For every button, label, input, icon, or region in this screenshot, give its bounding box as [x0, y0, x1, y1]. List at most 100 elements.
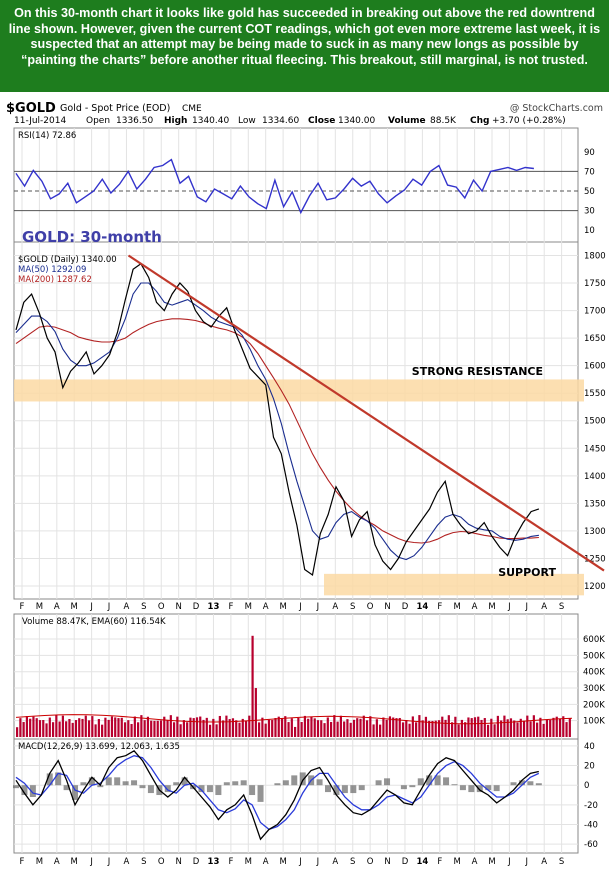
volume-bar — [159, 720, 163, 737]
volume-bar — [101, 724, 104, 737]
x-tick-label: A — [124, 857, 130, 867]
x-tick-label: S — [141, 602, 146, 612]
price-tick-label: 1550 — [584, 389, 606, 399]
gold-chart: $GOLD Gold - Spot Price (EOD) CME @ Stoc… — [6, 101, 606, 867]
macd-histogram-bar — [173, 782, 180, 786]
x-tick-label: N — [175, 602, 181, 612]
volume-bar — [71, 722, 74, 737]
macd-histogram-bar — [131, 780, 138, 786]
volume-bar — [496, 715, 499, 737]
macd-histogram-bar — [459, 785, 466, 791]
chg-value: +3.70 (+0.28%) — [492, 116, 566, 126]
volume-bar — [388, 716, 392, 737]
volume-bar — [300, 721, 303, 737]
volume-bar — [261, 717, 264, 737]
volume-bar — [186, 722, 189, 737]
volume-bar — [19, 718, 22, 737]
x-tick-label: J — [298, 602, 302, 612]
macd-histogram-bar — [409, 785, 416, 788]
volume-bar — [215, 724, 218, 737]
volume-bar — [421, 720, 424, 737]
volume-bar — [68, 719, 71, 737]
x-tick-label: F — [20, 857, 25, 867]
support-band — [324, 573, 584, 596]
price-tick-label: 1500 — [584, 417, 606, 427]
volume-bar — [290, 718, 293, 737]
x-tick-label: N — [384, 602, 390, 612]
volume-bar — [117, 718, 120, 737]
chart-title: GOLD: 30-month — [22, 228, 162, 246]
price-tick-label: 1200 — [584, 582, 606, 592]
volume-bar — [153, 720, 156, 737]
volume-bar — [55, 715, 58, 737]
volume-bar — [483, 718, 486, 737]
volume-bar — [519, 718, 522, 737]
x-tick-label: J — [89, 857, 93, 867]
x-tick-label: J — [507, 857, 511, 867]
volume-bar — [169, 715, 172, 737]
volume-bar — [271, 720, 274, 737]
x-tick-label: F — [437, 602, 442, 612]
volume-bar — [58, 721, 61, 737]
volume-bar — [42, 720, 45, 737]
macd-histogram-bar — [476, 785, 483, 793]
volume-bar — [297, 717, 300, 737]
volume-bar — [549, 719, 552, 737]
macd-histogram-bar — [80, 782, 87, 786]
volume-bar — [94, 724, 97, 737]
x-tick-label: S — [350, 857, 355, 867]
volume-bar — [503, 715, 506, 737]
price-tick-label: 1700 — [584, 307, 606, 317]
macd-histogram-bar — [400, 785, 407, 790]
x-tick-label: M — [454, 857, 461, 867]
volume-bar — [16, 727, 19, 737]
x-tick-label: D — [402, 857, 409, 867]
x-tick-label: D — [402, 602, 409, 612]
volume-label: Volume — [388, 116, 426, 126]
volume-bar — [61, 715, 64, 737]
volume-bar — [450, 722, 454, 737]
source-credit: @ StockCharts.com — [510, 103, 603, 114]
volume-bar — [415, 722, 418, 737]
macd-histogram-bar — [333, 785, 340, 796]
volume-bar — [470, 718, 473, 737]
volume-bar — [568, 718, 571, 737]
macd-tick-label: 40 — [584, 742, 595, 752]
volume-bar — [562, 716, 565, 737]
macd-tick-label: -20 — [584, 801, 598, 811]
volume-bar — [127, 720, 130, 737]
volume-bar — [398, 717, 401, 737]
volume-bar — [251, 635, 254, 737]
volume-bar — [267, 719, 271, 737]
volume-bar — [424, 716, 428, 737]
macd-histogram-bar — [527, 781, 534, 786]
x-tick-label: S — [350, 602, 355, 612]
volume-bar — [294, 726, 297, 737]
x-tick-label: M — [245, 857, 252, 867]
chart-caption: On this 30-month chart it looks like gol… — [0, 0, 609, 92]
volume-bar — [313, 718, 316, 737]
x-tick-label: O — [367, 602, 374, 612]
volume-bar — [307, 718, 310, 737]
volume-bar — [500, 720, 503, 737]
high-value: 1340.40 — [192, 116, 229, 126]
volume-bar — [208, 724, 212, 737]
volume-bar — [352, 719, 356, 737]
volume-bar — [107, 719, 110, 737]
open-value: 1336.50 — [116, 116, 153, 126]
macd-histogram-bar — [468, 785, 475, 793]
macd-histogram-bar — [274, 783, 281, 786]
volume-bar — [202, 719, 205, 737]
volume-bar — [362, 715, 365, 737]
rsi-line — [15, 158, 534, 215]
volume-bar — [343, 721, 346, 737]
volume-bar — [248, 715, 251, 737]
macd-histogram-bar — [384, 778, 391, 786]
volume-bar — [284, 716, 287, 737]
x-tick-label: O — [158, 602, 165, 612]
volume-bar — [274, 717, 277, 737]
x-tick-label: 14 — [416, 602, 428, 612]
volume-bar — [552, 717, 555, 737]
macd-histogram-bar — [232, 781, 239, 786]
x-tick-label: J — [89, 602, 93, 612]
